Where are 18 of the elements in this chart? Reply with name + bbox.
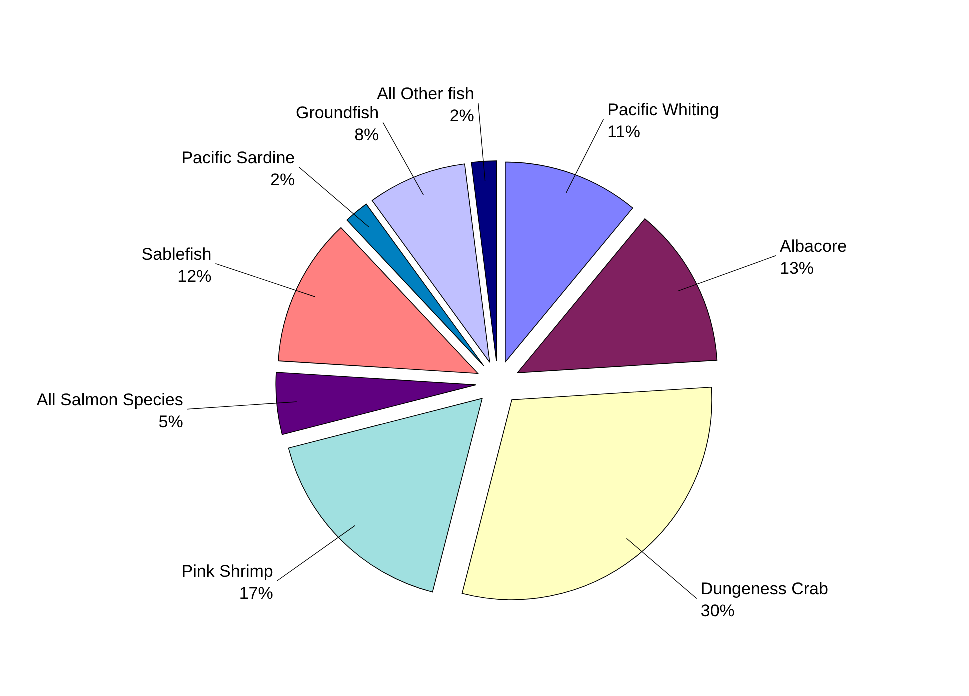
slice-label: Dungeness Crab (700, 580, 828, 599)
slice-label: All Other fish (377, 84, 474, 104)
slice-label: Groundfish (296, 104, 380, 123)
slice-label: Pacific Whiting (608, 100, 720, 120)
data-label: 17% (239, 584, 274, 603)
slice-label: Pink Shrimp (182, 562, 274, 581)
slice-label: Sablefish (142, 244, 212, 264)
data-label: 2% (270, 170, 296, 190)
data-label: 8% (354, 126, 380, 145)
slice-label: Albacore (780, 236, 848, 256)
data-label: 13% (780, 258, 814, 278)
data-label: 30% (700, 602, 735, 621)
slice-label: Pacific Sardine (182, 148, 296, 168)
data-label: 12% (178, 266, 212, 286)
slice-label: All Salmon Species (36, 390, 184, 410)
data-label: 5% (158, 412, 184, 432)
data-label: 11% (608, 122, 640, 142)
data-label: 2% (450, 106, 474, 126)
